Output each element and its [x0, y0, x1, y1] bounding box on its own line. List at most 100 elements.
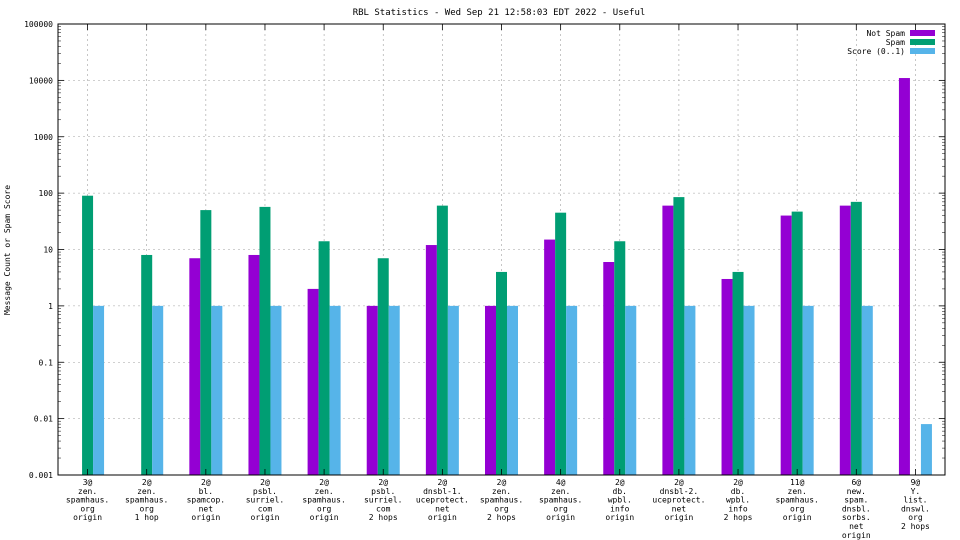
x-tick-label-line: 2@	[615, 478, 625, 487]
bar-spam	[318, 241, 330, 475]
x-tick-label-line: info	[610, 504, 629, 513]
bar-not-spam	[603, 262, 615, 475]
bar-score-0-1	[684, 305, 696, 475]
x-tick-label-line: origin	[783, 513, 812, 522]
bar-score-0-1	[507, 305, 518, 475]
x-tick-label-line: surriel.	[364, 496, 403, 505]
x-tick-label: 2@ zen. spamhaus. org 1 hop	[125, 478, 168, 522]
x-tick-label-line: spamhaus.	[66, 496, 109, 505]
x-tick-label: 2@ bl. spamcop. net origin	[187, 478, 226, 522]
bar-spam	[850, 201, 862, 475]
x-tick-label-line: 2@	[378, 478, 388, 487]
x-tick-label-line: origin	[664, 513, 693, 522]
bar-score-0-1	[447, 305, 459, 475]
x-tick-label-line: zen.	[788, 487, 807, 496]
bar-spam	[436, 205, 448, 476]
bar-score-0-1	[388, 305, 400, 475]
bar-score-0-1	[270, 305, 282, 475]
x-tick-label-line: org	[80, 504, 95, 513]
bar-spam	[673, 197, 685, 475]
x-tick-label-line: 2@	[438, 478, 448, 487]
y-tick-label: 100000	[24, 20, 53, 29]
x-tick-label-line: psbl.	[253, 487, 277, 496]
x-tick-label: 4@ zen. spamhaus. org origin	[539, 478, 582, 522]
y-tick-label: 1	[48, 302, 53, 311]
x-tick-label-line: net	[672, 504, 687, 513]
legend-label: Spam	[886, 38, 905, 47]
x-tick-label-line: spamcop.	[187, 496, 226, 505]
axes	[57, 23, 946, 476]
x-tick-label-line: zen.	[492, 487, 511, 496]
x-tick-label: 2@ psbl. surriel. com 2 hops	[364, 478, 403, 522]
x-tick-label-line: origin	[842, 531, 871, 540]
y-tick-label: 1000	[34, 133, 53, 142]
x-tick-label-line: dnsbl.	[842, 504, 871, 513]
x-tick-label: 2@ dnsbl-1. uceprotect. net origin	[416, 478, 469, 522]
legend-label: Score (0..1)	[847, 47, 905, 56]
bar-spam	[732, 271, 744, 475]
bar-spam	[82, 195, 94, 475]
y-tick-label: 0.1	[39, 358, 54, 367]
x-tick-label-line: zen.	[78, 487, 97, 496]
x-tick-label-line: 2@	[319, 478, 329, 487]
bar-spam	[614, 241, 626, 475]
x-tick-label-line: db.	[731, 487, 745, 496]
x-tick-label-line: 2@	[201, 478, 211, 487]
x-tick-label-line: 1 hop	[135, 513, 159, 522]
x-tick-label-line: 2@	[497, 478, 507, 487]
bar-not-spam	[307, 288, 319, 475]
x-tick-label-line: origin	[428, 513, 457, 522]
bars-group	[82, 78, 932, 476]
x-tick-label-line: 2@	[733, 478, 743, 487]
x-tick-label-line: zen.	[314, 487, 333, 496]
bar-not-spam	[839, 205, 851, 476]
x-tick-label-line: 2@	[142, 478, 152, 487]
bar-not-spam	[898, 78, 910, 475]
y-tick-label: 10	[43, 246, 53, 255]
x-tick-label-line: dnswl.	[901, 504, 930, 513]
x-tick-label-line: origin	[191, 513, 220, 522]
bar-score-0-1	[802, 305, 814, 475]
chart-title: RBL Statistics - Wed Sep 21 12:58:03 EDT…	[353, 8, 646, 18]
bar-not-spam	[485, 305, 496, 475]
x-tick-label-line: org	[494, 504, 509, 513]
bar-not-spam	[425, 245, 437, 475]
x-tick-label-line: uceprotect.	[652, 496, 705, 505]
bar-not-spam	[189, 258, 201, 475]
x-tick-label-line: origin	[251, 513, 280, 522]
x-tick-label-line: dnsbl-1.	[423, 487, 462, 496]
x-tick-label-line: spamhaus.	[539, 496, 582, 505]
x-tick-label-line: org	[553, 504, 568, 513]
bar-spam	[200, 210, 212, 475]
bar-score-0-1	[861, 305, 873, 475]
x-tick-label: 9@ Y. list. dnswl. org 2 hops	[901, 478, 930, 531]
x-tick-label-line: origin	[310, 513, 339, 522]
bar-not-spam	[366, 305, 378, 475]
y-tick-label: 100	[39, 189, 54, 198]
x-tick-label-line: 2 hops	[487, 513, 516, 522]
x-tick-label: 2@ zen. spamhaus. org 2 hops	[480, 478, 523, 522]
bar-score-0-1	[566, 305, 578, 475]
bar-score-0-1	[211, 305, 223, 475]
x-tick-label-line: new.	[847, 487, 866, 496]
bar-score-0-1	[93, 305, 105, 475]
bar-spam	[496, 271, 507, 475]
x-tick-label-line: 2@	[260, 478, 270, 487]
x-tick-label-line: origin	[546, 513, 575, 522]
legend-swatch	[910, 48, 935, 54]
y-tick-label: 10000	[29, 76, 53, 85]
x-tick-label-line: net	[849, 522, 864, 531]
x-tick-label-line: surriel.	[246, 496, 285, 505]
x-tick-label-line: origin	[73, 513, 102, 522]
x-tick-label-line: net	[435, 504, 450, 513]
x-tick-label-line: wpbl.	[608, 496, 632, 505]
x-tick-label-line: 2 hops	[724, 513, 753, 522]
x-tick-label-line: com	[258, 504, 273, 513]
plot-border	[57, 23, 946, 476]
x-tick-label-line: list.	[903, 496, 927, 505]
x-tick-label-line: org	[790, 504, 805, 513]
x-tick-label-line: 3@	[83, 478, 93, 487]
